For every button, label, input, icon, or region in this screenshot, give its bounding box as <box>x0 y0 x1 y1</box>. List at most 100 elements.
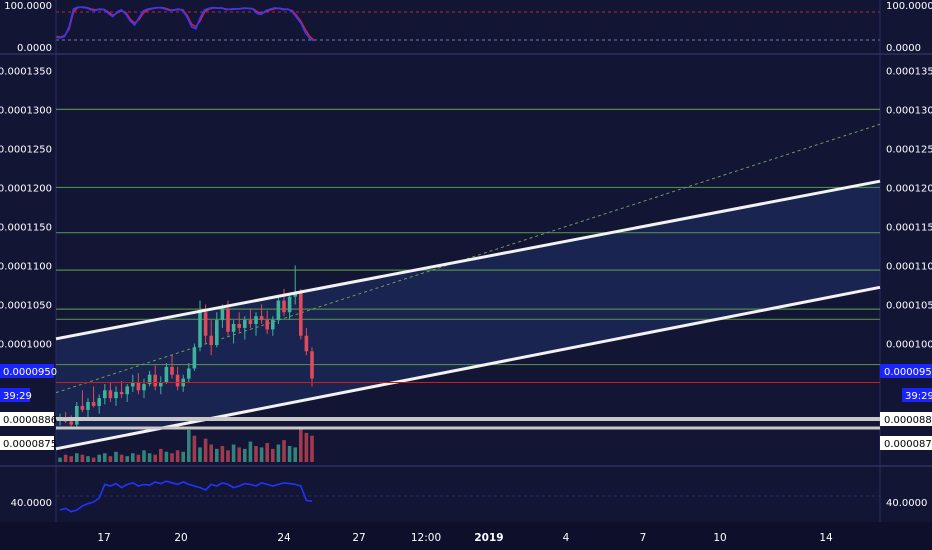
candle-body <box>231 323 236 332</box>
candle-body <box>293 292 297 297</box>
price-tick-right: 0.0001250 <box>886 144 932 155</box>
candle[interactable] <box>276 296 281 324</box>
candle[interactable] <box>304 327 309 356</box>
candle[interactable] <box>86 398 90 418</box>
volume-bar <box>287 445 292 462</box>
candle[interactable] <box>91 386 96 408</box>
countdown-badge-right <box>902 388 932 402</box>
volume-bar <box>254 445 258 462</box>
price-tick-left: 0.0001200 <box>0 183 52 194</box>
candle-body <box>287 296 292 313</box>
countdown-label-right: 39:29 <box>905 391 932 402</box>
level-badge-886-right <box>880 412 932 426</box>
candle[interactable] <box>282 288 286 317</box>
price-tick-right: 0.0001050 <box>886 300 932 311</box>
candle[interactable] <box>131 374 135 392</box>
volume-bar <box>147 453 152 462</box>
top-left-tick-100: 100.0000 <box>4 1 52 12</box>
volume-bar <box>114 451 118 462</box>
price-tick-left: 0.0001050 <box>0 300 52 311</box>
volume-bar <box>164 451 169 462</box>
top-oscillator-panel: 100.0000 0.0000 100.0000 0.0000 <box>4 1 932 54</box>
candle[interactable] <box>75 402 79 427</box>
candle[interactable] <box>231 320 236 344</box>
candle[interactable] <box>198 300 202 352</box>
candle-body <box>187 368 191 379</box>
candle[interactable] <box>147 370 152 387</box>
candle-body <box>226 308 230 332</box>
stoch-k-line <box>55 6 315 42</box>
candle[interactable] <box>108 382 113 403</box>
channel-lower-line[interactable] <box>55 285 881 451</box>
candle-body <box>198 312 202 348</box>
candle[interactable] <box>293 265 297 305</box>
candle-body <box>108 390 113 399</box>
volume-bar <box>75 453 79 462</box>
candle[interactable] <box>142 378 146 399</box>
candle[interactable] <box>103 384 107 405</box>
candle[interactable] <box>310 347 314 387</box>
channel-upper-line[interactable] <box>55 179 881 341</box>
candle-body <box>271 320 275 330</box>
candle[interactable] <box>248 308 253 328</box>
bottom-left-tick-40: 40.0000 <box>11 498 52 509</box>
candle[interactable] <box>209 320 213 356</box>
candle-body <box>248 320 253 324</box>
volume-bar <box>136 454 141 462</box>
time-axis-label: 7 <box>640 532 647 544</box>
candle[interactable] <box>259 304 264 324</box>
volume-bar <box>63 454 68 462</box>
candle[interactable] <box>271 316 275 336</box>
candle-body <box>265 320 269 330</box>
candle-body <box>164 366 169 383</box>
candle[interactable] <box>215 312 219 348</box>
level-label-875-right: 0.0000875 <box>884 439 932 450</box>
candle[interactable] <box>80 390 85 413</box>
candle-body <box>80 405 85 410</box>
time-axis-label: 27 <box>352 532 365 544</box>
candle[interactable] <box>287 292 292 321</box>
volume-bar <box>220 445 225 462</box>
candle[interactable] <box>159 376 163 395</box>
candle-body <box>86 402 90 410</box>
time-axis-background <box>0 522 932 550</box>
volume-bar <box>187 429 191 462</box>
candle[interactable] <box>254 312 258 336</box>
candle[interactable] <box>114 386 118 406</box>
volume-bar <box>119 454 124 462</box>
top-left-tick-0: 0.0000 <box>17 43 52 54</box>
price-tick-left: 0.0001300 <box>0 105 52 116</box>
candle[interactable] <box>119 380 124 399</box>
candle[interactable] <box>175 366 180 391</box>
candle-body <box>215 320 219 346</box>
candle[interactable] <box>192 343 197 371</box>
candle[interactable] <box>125 384 129 403</box>
candle-body <box>153 374 157 387</box>
price-tick-left: 0.0001250 <box>0 144 52 155</box>
candle[interactable] <box>170 355 174 379</box>
time-axis[interactable]: 17 20 24 27 12:00 2019 4 7 10 14 <box>0 522 932 550</box>
candle[interactable] <box>237 312 241 332</box>
current-price-label-left: 0.0000950 <box>3 367 57 378</box>
volume-bar <box>80 454 85 462</box>
candle[interactable] <box>136 373 141 395</box>
time-axis-label: 10 <box>713 532 726 544</box>
volume-bar <box>226 450 230 462</box>
candle-body <box>136 382 141 391</box>
candle[interactable] <box>243 316 247 340</box>
candle[interactable] <box>164 363 169 385</box>
candle[interactable] <box>153 365 157 391</box>
time-axis-label: 24 <box>277 532 291 544</box>
volume-bar <box>125 456 129 462</box>
volume-bar <box>58 457 62 462</box>
candle[interactable] <box>187 363 191 383</box>
candle-body <box>259 316 264 321</box>
volume-bar <box>271 448 275 462</box>
candle[interactable] <box>265 310 269 335</box>
price-tick-right: 0.0001000 <box>886 339 932 350</box>
current-price-badge-right <box>880 364 932 378</box>
candle[interactable] <box>299 288 303 340</box>
price-tick-left: 0.0001350 <box>0 66 52 77</box>
candle[interactable] <box>97 394 101 414</box>
